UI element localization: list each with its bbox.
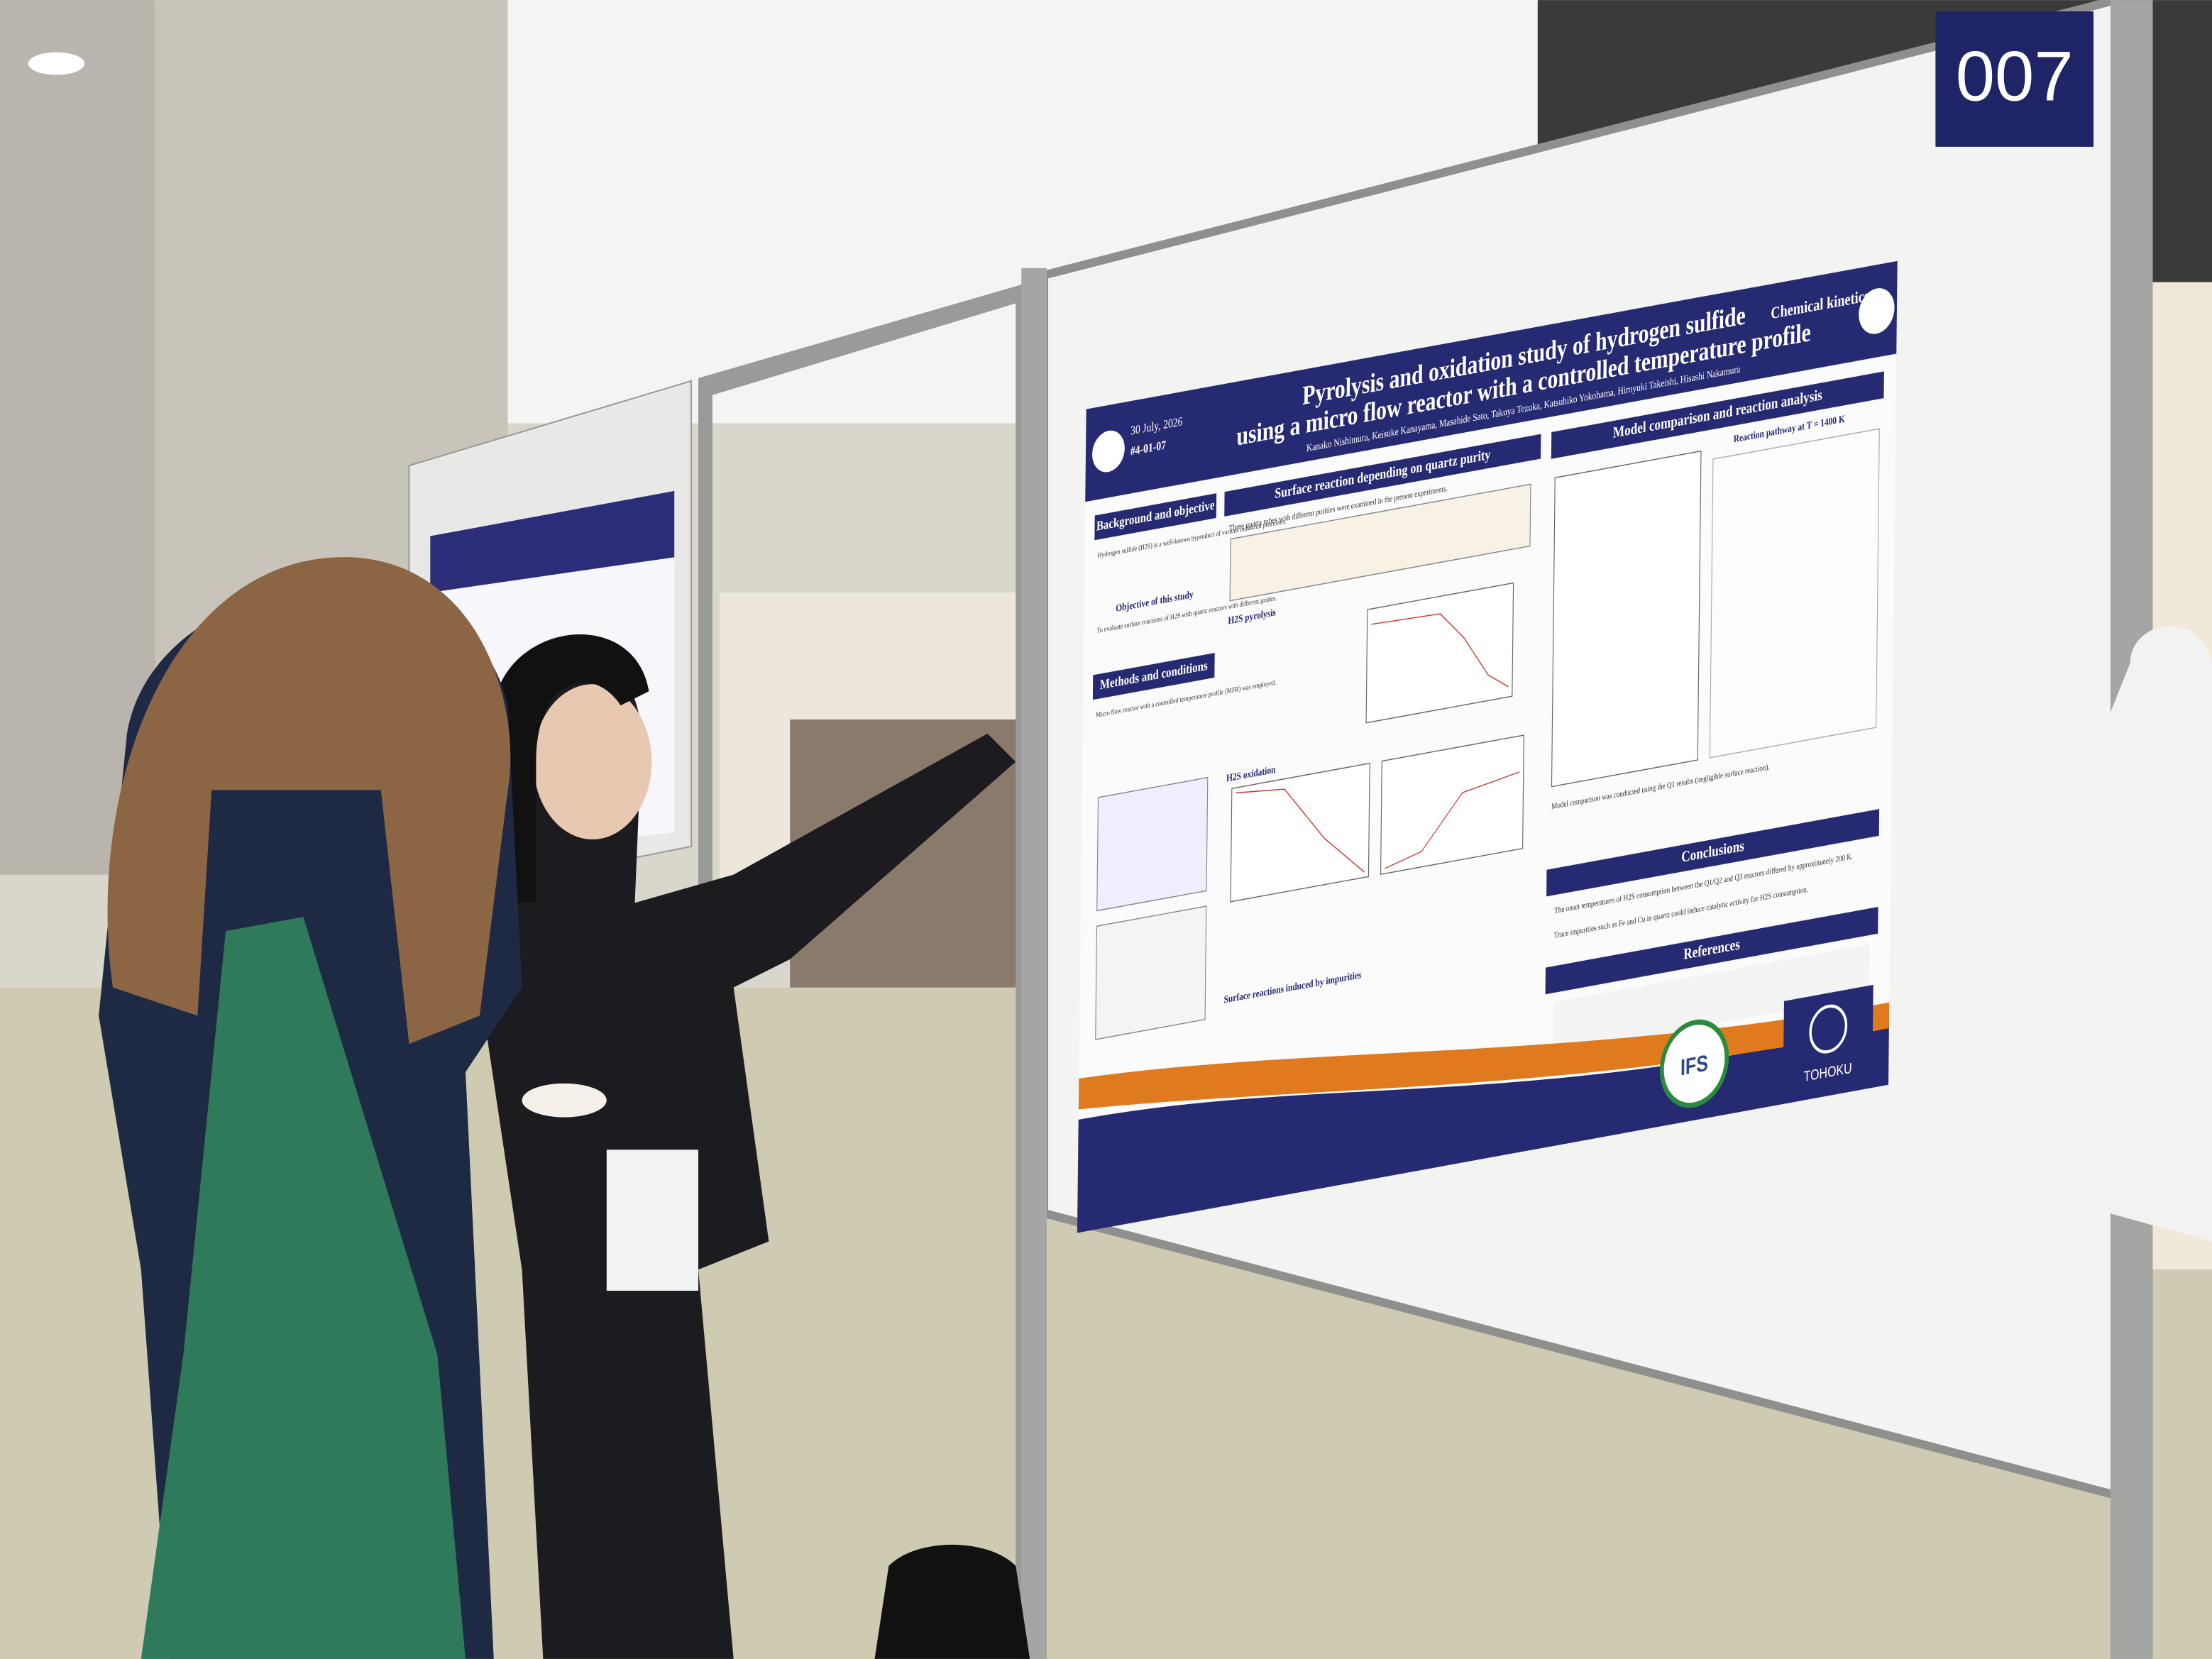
poster-logo bbox=[1092, 430, 1125, 473]
section-heading-bg bbox=[1224, 434, 1541, 517]
ifs-logo bbox=[1659, 1019, 1729, 1108]
board-number-plate bbox=[1935, 11, 2094, 147]
figure bbox=[1095, 905, 1207, 1040]
rear-poster-header bbox=[430, 490, 675, 593]
poster-header bbox=[1085, 260, 1898, 502]
table bbox=[1229, 483, 1531, 602]
name-badge bbox=[606, 1150, 699, 1291]
cup bbox=[522, 1083, 607, 1118]
visitor-hair bbox=[107, 557, 511, 1045]
plot bbox=[1365, 582, 1514, 724]
section-heading-bg bbox=[1092, 653, 1215, 700]
section-heading-bg bbox=[1545, 906, 1878, 995]
section-heading-bg bbox=[1551, 371, 1884, 459]
university-logo bbox=[1783, 984, 1873, 1099]
section-heading-bg bbox=[1094, 493, 1217, 541]
ifs-logo-text: IFS bbox=[1680, 1051, 1708, 1081]
plot-curve bbox=[1385, 771, 1520, 869]
plot-curve bbox=[1371, 613, 1509, 688]
presenter-hair bbox=[486, 634, 649, 903]
figure bbox=[1096, 776, 1209, 912]
pathway-diagram bbox=[1709, 428, 1880, 759]
board-post bbox=[1021, 268, 1047, 1659]
ceiling-light bbox=[28, 52, 85, 75]
reference-list bbox=[1553, 944, 1870, 1054]
presenter-face bbox=[533, 684, 652, 839]
backpack bbox=[874, 1544, 1030, 1659]
tote-bag bbox=[141, 917, 466, 1659]
poster-logo bbox=[1859, 288, 1895, 334]
plot-curve bbox=[1236, 788, 1365, 873]
plot bbox=[1551, 450, 1702, 788]
person-background bbox=[2101, 625, 2212, 1242]
university-emblem bbox=[1809, 1004, 1848, 1054]
person-presenter bbox=[479, 644, 1016, 1659]
plot bbox=[1380, 734, 1524, 876]
section-heading-bg bbox=[1546, 809, 1880, 897]
poster: Pyrolysis and oxidation study of hydroge… bbox=[1077, 260, 1898, 1233]
plot bbox=[1230, 762, 1370, 903]
poster-swoosh-orange bbox=[1078, 1002, 1890, 1110]
board-number: 007 bbox=[1956, 38, 2074, 116]
